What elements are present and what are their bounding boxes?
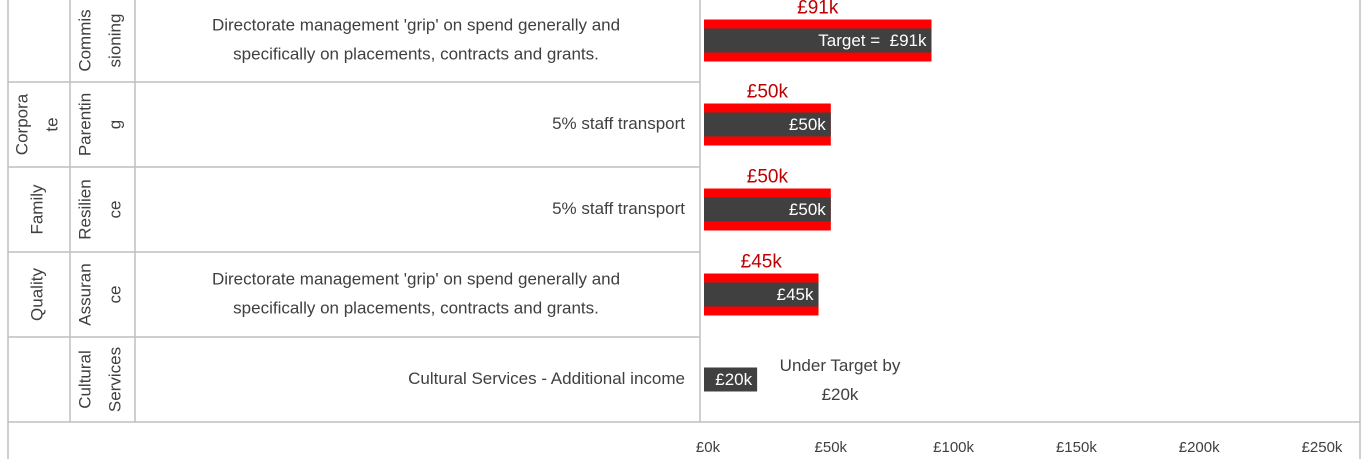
annotation: Under Target by — [780, 356, 901, 375]
description: 5% staff transport — [552, 199, 685, 218]
x-tick-label: £250k — [1302, 439, 1343, 456]
unit-label: Commis — [75, 9, 94, 71]
unit-label: ce — [105, 201, 124, 219]
target-label: £50k — [747, 167, 789, 188]
actual-bar — [704, 28, 932, 53]
unit-label: ce — [105, 286, 124, 304]
target-label: £91k — [797, 0, 839, 19]
actual-label: £20k — [715, 370, 752, 389]
description: Directorate management 'grip' on spend g… — [212, 15, 620, 34]
group-label: Corpora — [12, 93, 31, 155]
unit-label: Parentin — [75, 93, 94, 156]
unit-label: Services — [105, 347, 124, 412]
unit-label: Resilien — [75, 179, 94, 239]
actual-label: £50k — [789, 115, 826, 134]
actual-label: £45k — [777, 285, 814, 304]
actual-label: £50k — [789, 200, 826, 219]
group-label: Family — [27, 184, 46, 235]
actual-bar — [704, 282, 819, 307]
annotation: £20k — [822, 385, 859, 404]
actual-bar — [704, 197, 831, 222]
description: specifically on placements, contracts an… — [233, 298, 599, 317]
actual-bar — [704, 112, 831, 137]
target-label: £45k — [741, 252, 783, 273]
description: Directorate management 'grip' on spend g… — [212, 269, 620, 288]
x-tick-label: £100k — [933, 439, 974, 456]
unit-label: g — [105, 120, 124, 129]
x-tick-label: £0k — [696, 439, 721, 456]
x-tick-label: £150k — [1056, 439, 1097, 456]
actual-label: Target = £91k — [818, 31, 927, 50]
description: 5% staff transport — [552, 114, 685, 133]
unit-label: Cultural — [75, 350, 94, 409]
unit-label: sioning — [105, 14, 124, 68]
group-label: te — [42, 117, 61, 131]
target-label: £50k — [747, 82, 789, 103]
unit-label: Assuran — [75, 263, 94, 325]
x-tick-label: £50k — [815, 439, 848, 456]
group-label: Quality — [27, 268, 46, 321]
description: specifically on placements, contracts an… — [233, 44, 599, 63]
description: Cultural Services - Additional income — [408, 369, 685, 388]
actual-bar — [704, 367, 758, 392]
x-tick-label: £200k — [1179, 439, 1220, 456]
